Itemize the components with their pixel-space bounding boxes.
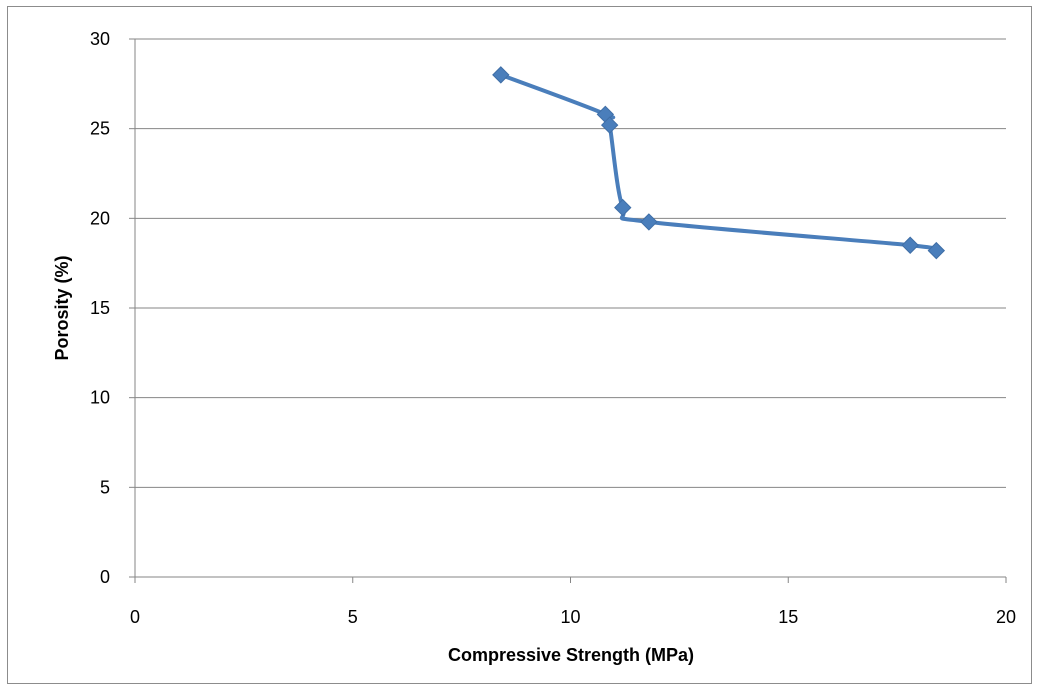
y-tick-label: 0 (100, 567, 110, 587)
x-tick-label: 20 (996, 607, 1016, 627)
series-line (498, 72, 941, 253)
x-axis-title: Compressive Strength (MPa) (448, 645, 694, 665)
gridlines (135, 38, 1006, 488)
x-tick-label: 5 (348, 607, 358, 627)
data-point-marker (600, 116, 619, 134)
y-tick-label: 30 (90, 29, 110, 49)
data-point-marker (492, 66, 510, 84)
y-tick-label: 10 (90, 388, 110, 408)
x-tick-label: 15 (778, 607, 798, 627)
y-tick-label: 25 (90, 119, 110, 139)
series (492, 66, 946, 260)
x-tick-label: 0 (130, 607, 140, 627)
chart-border (7, 6, 1032, 684)
y-tick-label: 15 (90, 298, 110, 318)
tick-labels: 0 5 10 15 20 25 30 0 5 10 15 20 (90, 29, 1016, 627)
x-tick-label: 10 (560, 607, 580, 627)
data-point-marker (927, 241, 946, 260)
data-point-marker (640, 213, 658, 231)
data-point-marker (901, 236, 919, 254)
y-tick-label: 20 (90, 208, 110, 228)
y-tick-label: 5 (100, 477, 110, 497)
data-point-marker (614, 198, 632, 217)
axes (129, 38, 1007, 583)
y-axis-title: Porosity (%) (52, 255, 72, 360)
